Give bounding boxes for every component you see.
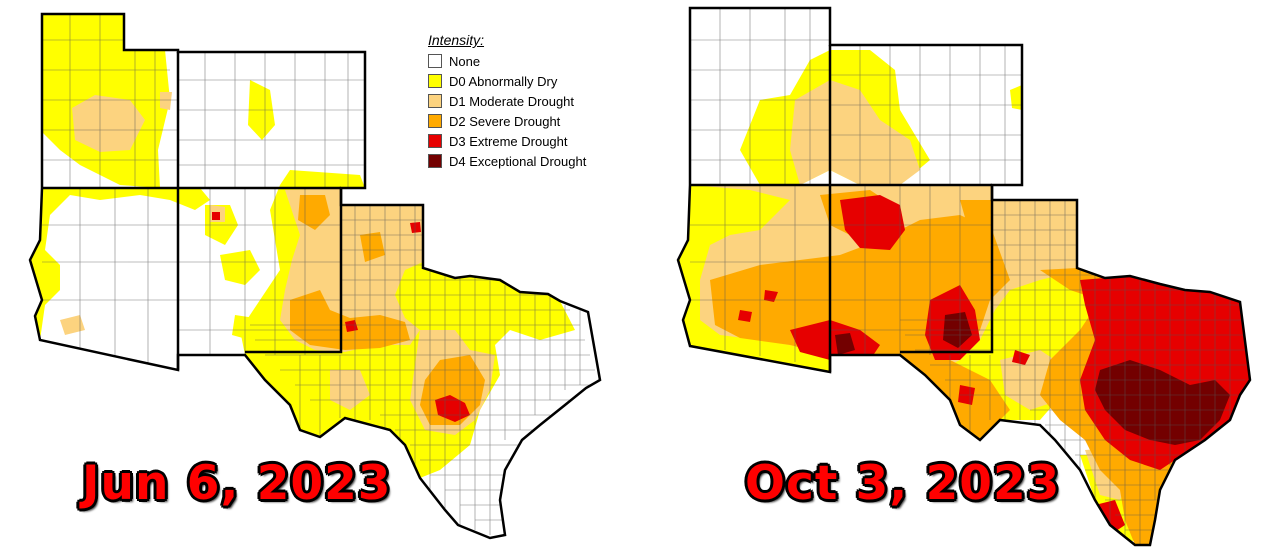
swatch-d2 xyxy=(428,114,442,128)
date-label-left: Jun 6, 2023 xyxy=(82,456,392,511)
legend-label: D2 Severe Drought xyxy=(449,113,561,129)
county-lines xyxy=(690,8,1250,545)
state-borders xyxy=(676,6,1252,547)
legend-item-d0: D0 Abnormally Dry xyxy=(428,71,638,91)
drought-map-oct-svg xyxy=(676,6,1252,547)
legend-label: D4 Exceptional Drought xyxy=(449,153,587,169)
legend-label: D3 Extreme Drought xyxy=(449,133,568,149)
swatch-d4 xyxy=(428,154,442,168)
state-borders xyxy=(28,12,602,540)
legend-title: Intensity: xyxy=(428,32,485,48)
swatch-none xyxy=(428,54,442,68)
legend-item-none: None xyxy=(428,51,638,71)
drought-map-oct xyxy=(640,0,1262,553)
drought-map-jun xyxy=(28,12,602,540)
intensity-legend: Intensity: None D0 Abnormally Dry D1 Mod… xyxy=(428,32,638,171)
legend-label: None xyxy=(449,53,481,69)
legend-item-d1: D1 Moderate Drought xyxy=(428,91,638,111)
legend-item-d2: D2 Severe Drought xyxy=(428,111,638,131)
swatch-d0 xyxy=(428,74,442,88)
drought-map-jun-svg xyxy=(28,12,602,540)
legend-item-d4: D4 Exceptional Drought xyxy=(428,151,638,171)
d2-areas xyxy=(290,195,485,425)
legend-item-d3: D3 Extreme Drought xyxy=(428,131,638,151)
swatch-d3 xyxy=(428,134,442,148)
county-lines xyxy=(42,14,595,535)
date-label-right: Oct 3, 2023 xyxy=(745,456,1061,511)
legend-label: D0 Abnormally Dry xyxy=(449,73,558,89)
swatch-d1 xyxy=(428,94,442,108)
legend-label: D1 Moderate Drought xyxy=(449,93,575,109)
